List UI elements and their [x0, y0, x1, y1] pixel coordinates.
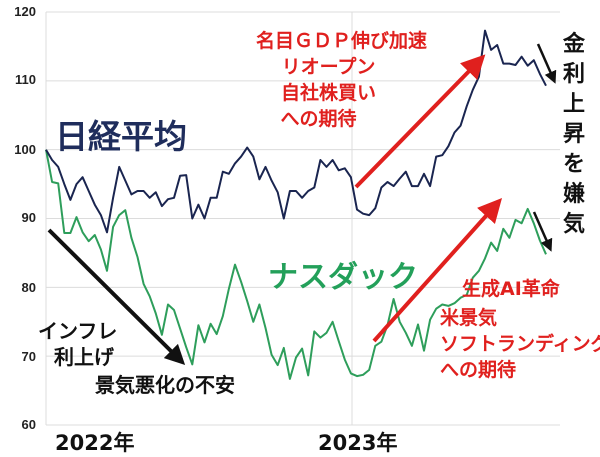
inflation-down-arrow-icon [47, 228, 186, 366]
nasdaq-down-arrow-icon [532, 211, 553, 252]
soft-line-1: 米景気 [440, 307, 498, 329]
recession-annotation: 景気悪化の不安 [95, 373, 235, 397]
rate-rise-annotation: 金 利 上 昇 を 嫌 気 [560, 30, 588, 240]
rate-char-4: 昇 [562, 122, 585, 147]
nikkei-line [45, 29, 547, 234]
y-tick-70: 70 [21, 349, 36, 364]
inflation-line-2: 利上げ [54, 345, 114, 369]
rate-char-6: 嫌 [562, 182, 585, 207]
soft-landing-annotation: 米景気 ソフトランディング への期待 [440, 305, 600, 383]
rate-char-3: 上 [562, 92, 585, 117]
y-tick-80: 80 [21, 280, 36, 295]
y-tick-60: 60 [21, 417, 36, 432]
inflation-annotation: インフレ 利上げ [38, 318, 117, 370]
inflation-line-1: インフレ [38, 319, 118, 343]
gridlines [46, 11, 560, 426]
gdp-annotation: 名目ＧＤＰ伸び加速 リオープン 自社株買い への期待 [256, 28, 427, 132]
nasdaq-series-label: ナスダック [268, 260, 418, 295]
rate-char-2: 利 [562, 62, 585, 87]
gdp-line-1: 名目ＧＤＰ伸び加速 [256, 30, 428, 52]
y-tick-100: 100 [14, 142, 36, 157]
y-tick-110: 110 [15, 72, 36, 87]
y-tick-120: 120 [14, 4, 36, 19]
gdp-line-3: 自社株買い [281, 82, 377, 104]
soft-line-3: への期待 [440, 359, 517, 381]
nasdaq-up-arrow-icon [372, 198, 503, 343]
rate-char-5: を [562, 152, 585, 177]
gdp-line-2: リオープン [281, 56, 376, 78]
soft-line-2: ソフトランディング [440, 333, 600, 355]
y-tick-90: 90 [21, 210, 36, 225]
rate-char-1: 金 [562, 32, 585, 57]
gdp-line-4: への期待 [280, 108, 357, 130]
nasdaq-line [45, 149, 547, 380]
x-tick-2022: 2022年 [55, 431, 135, 455]
x-tick-2023: 2023年 [318, 431, 398, 455]
rate-char-7: 気 [562, 212, 585, 237]
nikkei-up-arrow-icon [354, 54, 486, 189]
nikkei-down-arrow-icon [536, 43, 557, 84]
ai-annotation: 生成AI革命 [462, 278, 560, 300]
nikkei-series-label: 日経平均 [55, 117, 187, 156]
